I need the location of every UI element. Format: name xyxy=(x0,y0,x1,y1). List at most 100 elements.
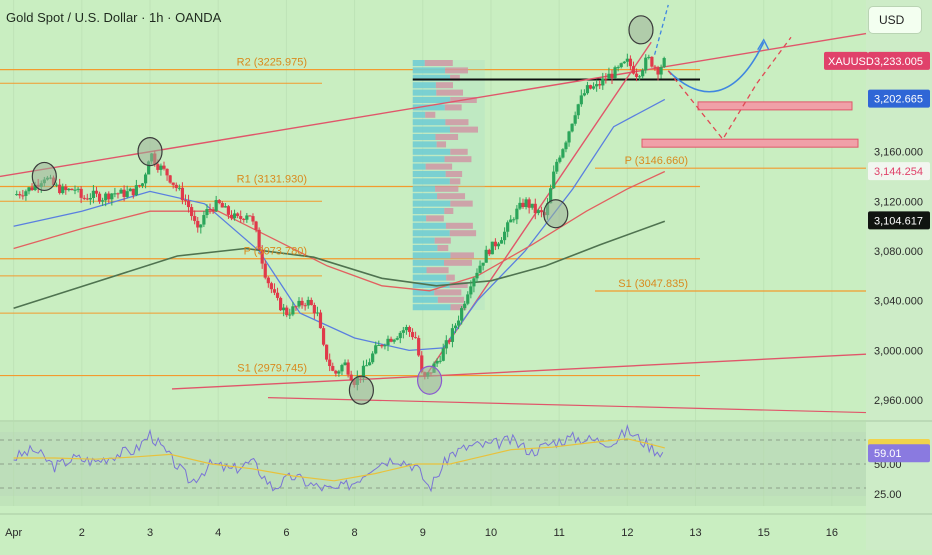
time-tick-label: 12 xyxy=(621,527,633,539)
volume-profile-bar xyxy=(412,148,451,155)
volume-profile-bar xyxy=(435,134,459,140)
candle-body xyxy=(260,249,264,264)
candle-body xyxy=(294,306,298,308)
pivot-label: P (3146.660) xyxy=(625,155,688,167)
candle-body xyxy=(444,340,448,349)
candle-body xyxy=(662,58,666,68)
candle-body xyxy=(395,338,399,340)
volume-profile-bar xyxy=(449,230,477,237)
candle-body xyxy=(131,188,135,196)
volume-profile-bar xyxy=(449,178,461,185)
volume-profile-bar xyxy=(412,104,445,111)
candle-body xyxy=(328,359,332,367)
candle-body xyxy=(595,84,599,87)
candle-body xyxy=(303,305,307,307)
volume-profile-bar xyxy=(412,193,438,200)
time-tick-label: 11 xyxy=(553,527,564,539)
volume-profile-bar xyxy=(436,89,464,96)
candle-body xyxy=(561,149,565,158)
candle-body xyxy=(334,370,338,374)
candle-body xyxy=(656,67,660,75)
volume-profile-bar xyxy=(449,126,478,133)
candle-body xyxy=(481,262,485,266)
candle-body xyxy=(524,199,528,208)
candle-body xyxy=(269,283,273,290)
candle-body xyxy=(88,197,92,200)
candle-body xyxy=(159,165,163,170)
volume-profile-bar xyxy=(412,126,450,133)
candle-body xyxy=(128,188,132,192)
candle-body xyxy=(82,197,86,199)
volume-profile-bar xyxy=(444,259,472,266)
pivot-label: R2 (3225.975) xyxy=(237,57,307,69)
volume-profile-bar xyxy=(412,171,446,177)
moving-average-red xyxy=(13,170,666,292)
candle-body xyxy=(502,231,507,241)
volume-profile-bar xyxy=(412,111,426,118)
candle-body xyxy=(601,78,605,86)
candle-body xyxy=(251,216,255,222)
volume-profile-bar xyxy=(437,296,465,303)
candle-body xyxy=(361,365,366,378)
candle-body xyxy=(386,338,390,346)
volume-profile-bar xyxy=(412,208,445,214)
time-tick-label: 6 xyxy=(283,527,289,539)
candle-body xyxy=(266,277,270,284)
volume-profile-bar xyxy=(425,111,436,118)
candle-body xyxy=(61,186,65,194)
candle-body xyxy=(441,348,445,361)
price-tag-value: 3,202.665 xyxy=(874,94,923,106)
candle-body xyxy=(616,67,620,69)
candle-body xyxy=(527,199,531,208)
candle-body xyxy=(27,187,31,192)
candle-body xyxy=(567,131,571,143)
candle-body xyxy=(54,184,59,186)
candle-body xyxy=(404,327,409,331)
candle-body xyxy=(143,174,148,184)
pivot-marker-circle xyxy=(628,15,654,45)
candle-body xyxy=(242,219,246,221)
candle-body xyxy=(254,221,258,230)
forecast-arrow-head xyxy=(757,38,770,51)
candle-body xyxy=(236,213,240,217)
candle-body xyxy=(190,207,194,217)
price-tick-label: 3,120.000 xyxy=(874,196,923,208)
rsi-tag-value: 59.01 xyxy=(874,448,902,460)
price-tick-label: 3,080.000 xyxy=(874,246,923,258)
candle-body xyxy=(622,61,626,64)
candle-body xyxy=(371,353,375,363)
price-tag-value: 3,104.617 xyxy=(874,215,923,227)
rsi-tag xyxy=(868,444,930,463)
volume-profile-bar xyxy=(437,245,449,251)
volume-profile-bar xyxy=(446,274,455,281)
volume-profile-bar xyxy=(444,156,472,163)
time-tick-label: 9 xyxy=(420,527,426,539)
candle-body xyxy=(591,86,596,89)
candle-body xyxy=(76,188,80,190)
volume-profile-bar xyxy=(434,237,451,244)
candle-body xyxy=(515,208,519,220)
currency-button[interactable]: USD xyxy=(868,6,922,34)
candle-body xyxy=(162,165,166,169)
candle-body xyxy=(496,243,501,247)
symbol-tag-label: XAUUSD xyxy=(828,56,874,68)
pivot-label: P (3073.780) xyxy=(244,246,307,258)
rsi-ma-line xyxy=(13,438,665,482)
volume-profile-bar xyxy=(412,215,427,222)
candle-body xyxy=(97,193,102,202)
candle-body xyxy=(205,209,209,216)
candle-body xyxy=(552,171,556,189)
volume-profile-bar xyxy=(435,185,459,192)
volume-profile-bar xyxy=(450,148,468,155)
candle-body xyxy=(638,76,642,78)
candle-body xyxy=(625,58,629,62)
candle-body xyxy=(297,300,301,307)
candle-body xyxy=(453,325,458,329)
pivot-marker-circle xyxy=(137,136,163,167)
candle-body xyxy=(392,339,396,342)
volume-profile-bar xyxy=(437,193,466,200)
time-tick-label: 13 xyxy=(689,527,701,539)
candle-body xyxy=(610,73,614,78)
